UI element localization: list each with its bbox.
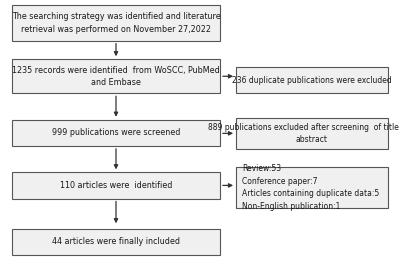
- FancyBboxPatch shape: [12, 229, 220, 255]
- FancyBboxPatch shape: [12, 120, 220, 146]
- Text: 236 duplicate publications were excluded: 236 duplicate publications were excluded: [232, 76, 392, 85]
- FancyBboxPatch shape: [12, 172, 220, 199]
- Text: Review:53
Conference paper:7
Articles containing duplicate data:5
Non-English pu: Review:53 Conference paper:7 Articles co…: [242, 164, 379, 211]
- FancyBboxPatch shape: [236, 67, 388, 93]
- Text: 1235 records were identified  from WoSCC, PubMed
and Embase: 1235 records were identified from WoSCC,…: [12, 65, 220, 87]
- FancyBboxPatch shape: [12, 59, 220, 93]
- Text: 889 publications excluded after screening  of title and
abstract: 889 publications excluded after screenin…: [208, 123, 400, 144]
- Text: 999 publications were screened: 999 publications were screened: [52, 128, 180, 137]
- FancyBboxPatch shape: [236, 167, 388, 208]
- Text: 110 articles were  identified: 110 articles were identified: [60, 181, 172, 190]
- Text: The searching strategy was identified and literature
retrieval was performed on : The searching strategy was identified an…: [12, 12, 220, 34]
- FancyBboxPatch shape: [236, 118, 388, 149]
- Text: 44 articles were finally included: 44 articles were finally included: [52, 237, 180, 246]
- FancyBboxPatch shape: [12, 5, 220, 41]
